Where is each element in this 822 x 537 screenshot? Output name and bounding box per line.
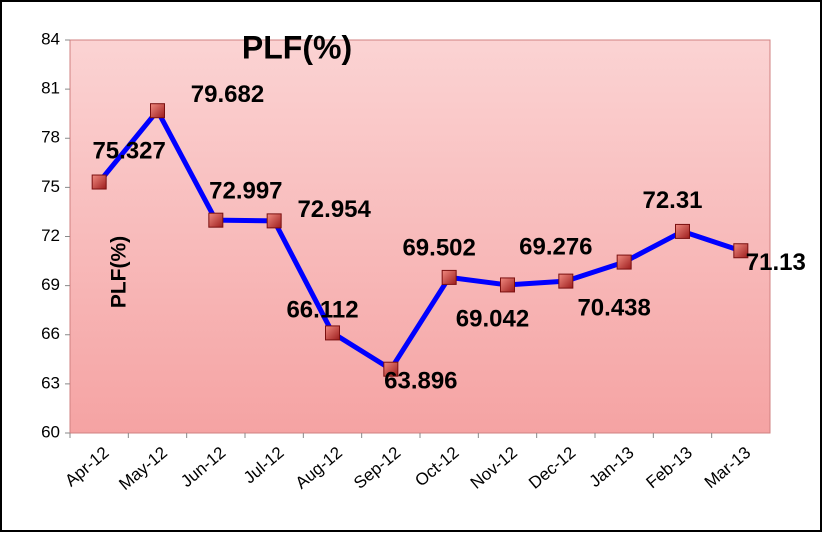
y-tick-label: 63 [41,373,60,392]
data-point [558,273,574,289]
line-series [97,108,742,372]
data-label: 72.954 [297,196,371,223]
y-tick-label: 72 [41,226,60,245]
data-point [325,325,340,341]
plot-area [69,39,771,434]
data-point [150,103,165,119]
data-label: 69.276 [519,233,592,260]
data-label: 75.327 [92,137,165,164]
data-point [383,361,399,377]
data-point [266,213,282,229]
data-label: 71.13 [746,249,806,276]
y-tick-label: 60 [41,422,60,441]
data-point [208,212,224,228]
y-axis-label: PLF(%) [108,236,131,308]
y-tick-label: 81 [41,79,60,98]
y-tick-label: 84 [41,29,60,48]
data-label: 66.112 [286,296,358,323]
chart-title: PLF(%) [242,29,352,65]
y-tick-label: 66 [41,324,60,343]
data-label: 72.31 [642,187,702,214]
data-label: 79.682 [191,81,264,108]
data-point [616,254,632,270]
data-point [91,174,107,190]
data-label: 69.042 [456,305,529,332]
data-point [675,223,690,239]
y-tick-label: 69 [41,275,60,294]
data-label: 63.896 [384,368,457,395]
data-point [733,243,749,259]
data-point [441,269,457,285]
data-label: 72.997 [209,178,282,205]
data-label: 69.502 [402,235,475,262]
y-tick-label: 78 [41,128,60,147]
y-tick-label: 75 [41,177,60,196]
data-label: 70.438 [577,294,650,321]
data-point [500,277,515,293]
